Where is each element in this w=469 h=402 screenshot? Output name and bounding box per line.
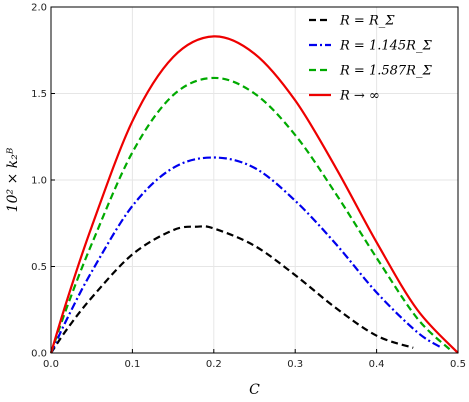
legend-label: R = 1.587R_Σ [339, 64, 432, 79]
x-tick-label: 0.0 [43, 359, 59, 370]
x-tick-label: 0.5 [450, 359, 466, 370]
series-line-2 [50, 156, 443, 354]
legend-label: R = 1.145R_Σ [339, 39, 432, 54]
y-tick-label: 2.0 [31, 3, 47, 14]
series-line-3 [49, 76, 451, 354]
series-line-1 [50, 225, 414, 354]
series-group [49, 35, 459, 354]
x-tick-label: 0.1 [124, 359, 140, 370]
y-tick-label: 0.0 [31, 349, 47, 360]
y-axis-label: 10² × k₂ᴮ [5, 147, 21, 212]
ticks: 0.0 0.1 0.2 0.3 0.4 0.5 0.0 0.5 1.0 1.5 2.0 [31, 3, 466, 371]
y-tick-label: 1.5 [31, 89, 47, 100]
y-tick-label: 0.5 [31, 262, 47, 273]
y-tick-label: 1.0 [31, 176, 47, 187]
x-tick-label: 0.4 [369, 359, 385, 370]
x-axis-label: C [249, 382, 260, 398]
legend: R = R_Σ R = 1.145R_Σ R = 1.587R_Σ R → ∞ [309, 14, 432, 104]
x-tick-label: 0.2 [206, 359, 222, 370]
legend-label: R → ∞ [339, 89, 380, 104]
series-line-4 [49, 35, 459, 354]
x-tick-label: 0.3 [287, 359, 303, 370]
legend-label: R = R_Σ [339, 14, 395, 29]
grid [50, 6, 459, 354]
